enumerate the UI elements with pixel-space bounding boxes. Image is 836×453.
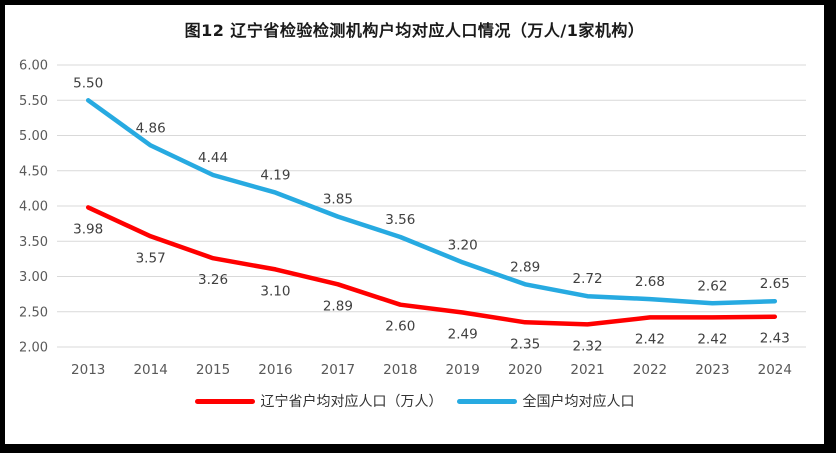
y-tick-label: 5.00 — [19, 129, 48, 144]
legend-swatch-national — [456, 398, 517, 404]
data-label-s1: 2.72 — [573, 271, 603, 287]
line-chart: 2.00 2.50 3.00 3.50 4.00 4.50 5.00 5.50 6.00 2013… — [19, 59, 806, 378]
data-label-s0: 3.57 — [136, 250, 166, 266]
data-label-s1: 3.85 — [323, 192, 353, 208]
data-label-s1: 3.56 — [385, 212, 415, 228]
data-label-s0: 2.60 — [385, 319, 415, 335]
x-tick-label: 2015 — [196, 362, 230, 378]
data-label-s1: 5.50 — [73, 75, 103, 91]
chart-title: 图12 辽宁省检验检测机构户均对应人口情况（万人/1家机构） — [184, 21, 645, 40]
data-label-s1: 2.65 — [760, 276, 790, 292]
data-label-s0: 3.98 — [73, 221, 103, 237]
data-label-s1: 4.19 — [260, 168, 290, 184]
x-tick-label: 2024 — [758, 362, 792, 378]
y-tick-label: 6.00 — [19, 59, 48, 74]
y-tick-label: 3.00 — [19, 270, 48, 285]
x-tick-label: 2014 — [133, 362, 167, 378]
legend-swatch-liaoning — [194, 398, 255, 404]
y-tick-label: 2.00 — [19, 341, 48, 356]
x-tick-label: 2019 — [446, 362, 480, 378]
series-line-1 — [85, 98, 778, 306]
data-label-s0: 2.42 — [635, 331, 665, 347]
legend-label-national: 全国户均对应人口 — [522, 394, 635, 410]
x-tick-label: 2023 — [695, 362, 729, 378]
y-tick-label: 2.50 — [19, 305, 48, 320]
data-label-s1: 4.44 — [198, 150, 228, 166]
x-tick-label: 2021 — [570, 362, 604, 378]
x-tick-label: 2020 — [508, 362, 542, 378]
y-tick-label: 5.50 — [19, 94, 48, 109]
data-label-s0: 3.10 — [260, 283, 290, 299]
y-tick-label: 4.00 — [19, 200, 48, 215]
x-tick-label: 2018 — [383, 362, 417, 378]
data-label-s1: 2.68 — [635, 274, 665, 290]
y-tick-label: 4.50 — [19, 164, 48, 179]
series-line-0 — [85, 205, 778, 327]
data-label-s1: 2.62 — [697, 278, 727, 294]
data-label-s0: 2.42 — [697, 331, 727, 347]
data-label-s1: 2.89 — [510, 259, 540, 275]
data-label-s0: 2.43 — [760, 331, 790, 347]
legend-item-liaoning: 辽宁省户均对应人口（万人） — [194, 391, 443, 411]
data-label-s0: 2.35 — [510, 336, 540, 352]
x-tick-label: 2017 — [321, 362, 355, 378]
x-tick-label: 2022 — [633, 362, 667, 378]
x-tick-label: 2013 — [71, 362, 105, 378]
legend-label-liaoning: 辽宁省户均对应人口（万人） — [260, 394, 443, 410]
legend-item-national: 全国户均对应人口 — [456, 391, 635, 411]
data-label-s1: 4.86 — [136, 120, 166, 136]
data-label-s0: 2.49 — [448, 326, 478, 342]
data-label-s1: 3.20 — [448, 237, 478, 253]
chart-legend: 辽宁省户均对应人口（万人） 全国户均对应人口 — [5, 391, 824, 411]
y-tick-label: 3.50 — [19, 235, 48, 250]
data-label-s0: 2.89 — [323, 298, 353, 314]
data-label-s0: 2.32 — [573, 338, 603, 354]
x-tick-label: 2016 — [258, 362, 292, 378]
data-label-s0: 3.26 — [198, 272, 228, 288]
